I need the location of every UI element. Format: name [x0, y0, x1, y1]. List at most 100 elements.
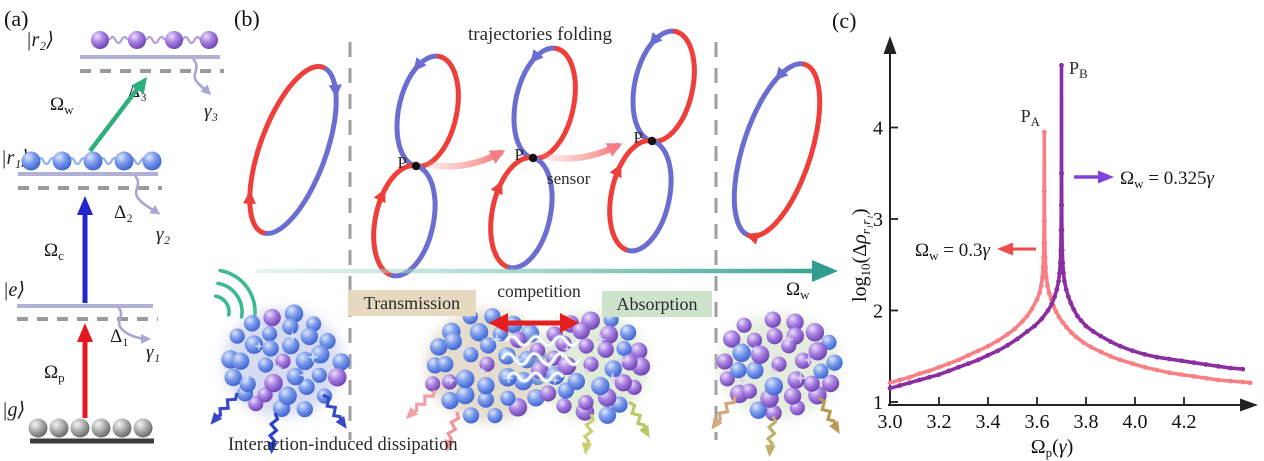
- data-point: [1166, 356, 1172, 362]
- panel-a: (a) |r₂⟩ Δ₃ γ₃ Ωw |r₁⟩ Δ₂ γ₂ Ωc |e⟩ Δ₁ γ…: [1, 6, 224, 444]
- atom-sphere: [142, 151, 162, 171]
- dissipation-arrow: [444, 411, 461, 452]
- data-point: [1215, 377, 1221, 383]
- atom-sphere: [821, 374, 840, 393]
- x-tick-label: 3.8: [1074, 411, 1099, 433]
- data-point: [1045, 308, 1051, 313]
- dissipation-zigzag: [322, 393, 343, 421]
- data-point: [1166, 370, 1172, 376]
- legend-b-omega: Ω: [1120, 168, 1134, 189]
- data-point: [1179, 372, 1184, 377]
- x-tick-label: 3.2: [927, 411, 952, 433]
- data-point: [1066, 294, 1071, 300]
- atom-sphere: [736, 317, 752, 333]
- data-point: [1179, 358, 1184, 364]
- y-axis-arrowhead: [883, 36, 897, 54]
- data-point: [897, 377, 903, 383]
- data-point: [1015, 336, 1020, 342]
- atom-sphere: [442, 374, 458, 390]
- x-tick-label: 3.6: [1025, 411, 1050, 433]
- ket-r2: |r₂⟩: [26, 29, 54, 51]
- trajectory-arc: [630, 40, 655, 144]
- dissipation-zigzag: [818, 396, 837, 426]
- dissipation-arrow: [628, 400, 650, 438]
- data-point: [1083, 323, 1089, 329]
- data-point: [1032, 323, 1037, 329]
- atom-sphere: [244, 335, 264, 354]
- trajectory-blue-arc: [320, 64, 342, 98]
- sparkle-icon: [273, 363, 283, 373]
- data-point: [1043, 265, 1048, 270]
- chain-spring: [108, 35, 129, 45]
- sparkle-icon: [594, 333, 607, 346]
- atom-sphere: [224, 368, 242, 387]
- sparkle-icon: [581, 366, 591, 376]
- atom-sphere: [262, 326, 278, 342]
- atom-sphere: [286, 367, 305, 386]
- atom-sphere: [165, 31, 183, 49]
- data-point: [926, 374, 932, 380]
- data-point: [1064, 324, 1069, 330]
- legend-purple-arrow-head: [1098, 170, 1114, 184]
- sparkle-icon: [794, 372, 807, 384]
- dissipation-zigzag: [765, 415, 778, 448]
- data-point: [1056, 314, 1062, 320]
- atom-sphere: [766, 327, 783, 345]
- peak-a-main: P: [1021, 106, 1031, 126]
- data-point: [1063, 287, 1069, 292]
- dressing-arrow-head: [131, 77, 147, 94]
- x-tick-label: 3.4: [976, 411, 1001, 433]
- data-point: [1142, 364, 1148, 370]
- x-axis-arrowhead: [1240, 398, 1258, 412]
- dissipation-arrowhead: [829, 420, 840, 434]
- data-point: [1154, 367, 1160, 373]
- gamma1-label: γ₁: [146, 342, 160, 363]
- atom-sphere: [332, 353, 350, 371]
- atom-sphere: [298, 378, 315, 396]
- data-point: [1039, 316, 1045, 322]
- trajectory-red-arc: [774, 61, 823, 225]
- data-point: [1042, 240, 1048, 246]
- dressing-arrow-line: [88, 86, 140, 153]
- atom-sphere: [91, 418, 111, 438]
- data-point: [1215, 363, 1221, 369]
- data-point: [1117, 343, 1123, 349]
- atom-sphere: [21, 151, 41, 171]
- atom-sphere: [723, 330, 741, 348]
- trajectory-arc: [413, 53, 461, 169]
- data-point: [1068, 330, 1074, 335]
- atom-sphere: [278, 386, 297, 406]
- atom-sphere: [319, 332, 336, 350]
- atom-sphere: [91, 31, 109, 49]
- gamma2-label: γ₂: [156, 224, 170, 245]
- data-point: [1130, 348, 1135, 354]
- data-point: [1203, 375, 1209, 381]
- atom-sphere: [787, 371, 805, 389]
- data-point: [1073, 334, 1079, 340]
- chain-spring: [36, 156, 57, 166]
- data-point: [1037, 290, 1042, 296]
- atom-chain-r1: [21, 151, 162, 171]
- decay-arrow-gamma1: [116, 306, 151, 344]
- atom-sphere: [771, 356, 787, 372]
- legend-a-omega: Ω: [915, 240, 929, 261]
- data-point: [946, 361, 952, 366]
- atom-sphere: [239, 375, 256, 393]
- data-point: [1191, 374, 1197, 379]
- data-point: [1040, 275, 1045, 280]
- panel-a-label: (a): [4, 6, 28, 31]
- atom-sphere: [597, 341, 614, 358]
- data-point: [936, 364, 942, 370]
- competition-label: competition: [497, 281, 581, 301]
- data-point: [1098, 333, 1104, 339]
- atom-sphere: [83, 151, 103, 171]
- atom-sphere: [794, 352, 812, 369]
- data-point: [1108, 339, 1113, 344]
- ylabel-open: (Δ: [849, 244, 871, 264]
- atom-sphere: [112, 418, 132, 438]
- dissipation-zigzag: [216, 392, 239, 419]
- ylabel-sub10: 10: [858, 263, 873, 276]
- legend-pink-label: Ωw = 0.3γ: [915, 240, 990, 263]
- sparkle-icon: [477, 366, 487, 376]
- trajectory-arc: [530, 45, 559, 64]
